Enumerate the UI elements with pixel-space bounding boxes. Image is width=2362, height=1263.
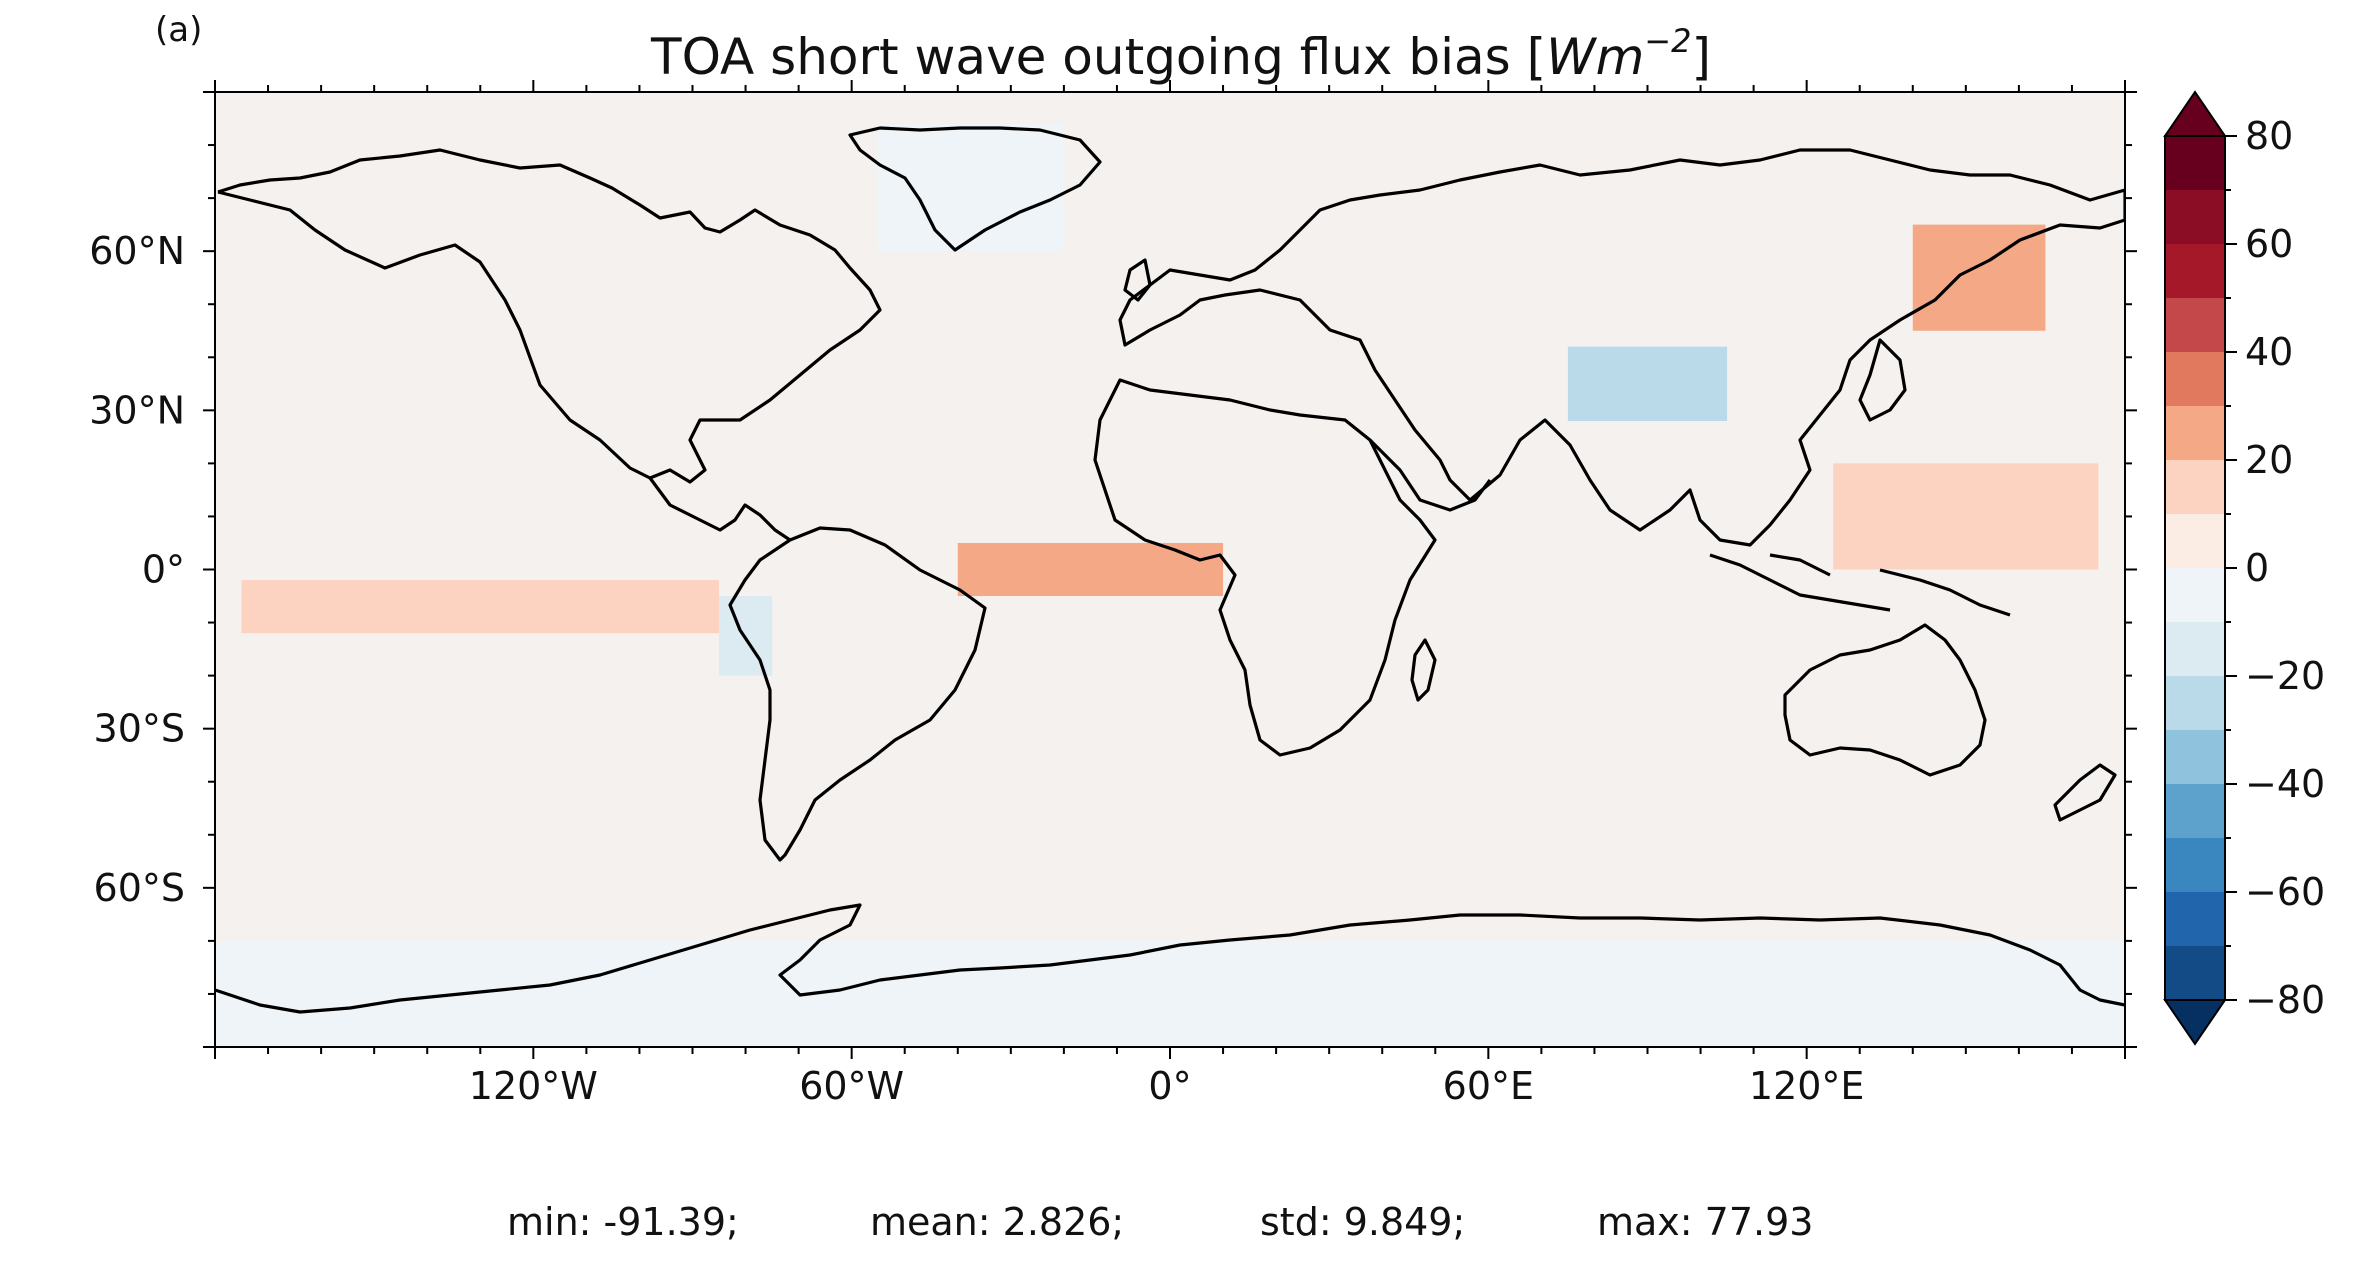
coastline-australia [1783,623,1987,777]
colorbar-bin [2165,406,2225,461]
colorbar-bin [2165,838,2225,893]
stat-min: min: -91.39; [507,1200,739,1244]
coastline-central-america [648,477,791,542]
y-tick-label: 30°N [89,388,185,432]
colorbar-tick-label: −40 [2245,762,2325,806]
colorbar-tick-label: −80 [2245,978,2325,1022]
x-tick-label: 120°W [469,1064,598,1108]
y-tick-label: 30°S [94,707,185,751]
coastline-indonesia [1709,553,2011,617]
coastline-new-zealand [2053,763,2117,822]
bias-region-4 [1567,346,1728,421]
y-tick-label: 60°N [89,229,185,273]
colorbar-bin [2165,946,2225,1001]
x-tick-label: 120°E [1749,1064,1865,1108]
axis-ticks [203,80,2137,1059]
colorbar-bin [2165,622,2225,677]
coastline-africa [1093,378,1437,757]
colorbar-tick-label: 80 [2245,114,2293,158]
colorbar-bin [2165,298,2225,353]
coastline-madagascar [1410,638,1437,702]
bias-region-2 [1833,463,2099,570]
colorbar-bin [2165,892,2225,947]
colorbar: 80 60 40 20 0 −20 −40 −60 −80 [2163,90,2325,1046]
bias-region-1 [957,542,1224,597]
axis-labels: 120°W 60°W 0° 60°E 120°E 60°N 30°N 0° 30°S 60°S [89,229,1864,1108]
colorbar-tick-label: 40 [2245,330,2293,374]
title-suffix: ] [1691,28,1711,86]
bias-region-3 [1912,224,2046,331]
coastline-greenland [848,126,1102,252]
coastline-eurasia [1118,148,2125,547]
colorbar-extend-max [2163,90,2227,137]
coastlines [215,126,2125,1014]
colorbar-bin [2165,730,2225,785]
stat-max: max: 77.93 [1597,1200,1814,1244]
map-area [215,92,2125,1047]
colorbar-extend-min [2163,999,2227,1046]
colorbar-bin [2165,190,2225,245]
title-exponent: −2 [1644,22,1692,60]
title-prefix: TOA short wave outgoing flux bias [ [651,28,1547,86]
colorbar-bin [2165,244,2225,299]
coastline-north-america [217,148,882,484]
panel-label: (a) [155,10,203,50]
colorbar-bin [2165,460,2225,515]
title-unit: Wm [1546,28,1645,86]
colorbar-bin [2165,352,2225,407]
colorbar-tick-label: −60 [2245,870,2325,914]
chart-title: TOA short wave outgoing flux bias [Wm−2] [0,22,2362,86]
colorbar-tick-label: −20 [2245,654,2325,698]
y-tick-label: 60°S [94,866,185,910]
coastline-uk [1123,258,1152,302]
colorbar-bin [2165,136,2225,191]
colorbar-bin [2165,568,2225,623]
bias-region-7 [878,123,1064,252]
colorbar-tick-label: 0 [2245,546,2269,590]
coastline-south-america [728,526,987,862]
stat-mean: mean: 2.826; [870,1200,1125,1244]
bias-fields [215,123,2125,1047]
coastline-japan [1858,338,1907,422]
coastline-arabia [1368,438,1492,512]
colorbar-bin [2165,784,2225,839]
x-tick-label: 60°E [1443,1064,1534,1108]
y-tick-label: 0° [142,548,185,592]
x-tick-label: 60°W [799,1064,904,1108]
colorbar-tick-label: 20 [2245,438,2293,482]
x-tick-label: 0° [1148,1064,1191,1108]
colorbar-tick-label: 60 [2245,222,2293,266]
bias-region-0 [241,580,720,634]
stat-std: std: 9.849; [1260,1200,1466,1244]
bias-region-6 [215,940,2125,1047]
coastline-antarctica [215,903,2125,1014]
colorbar-bin [2165,676,2225,731]
colorbar-bin [2165,514,2225,569]
